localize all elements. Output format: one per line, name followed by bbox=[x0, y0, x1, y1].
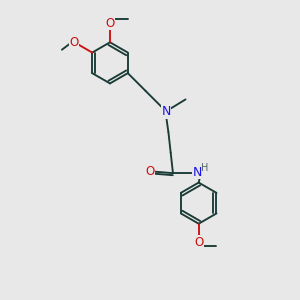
Text: O: O bbox=[105, 16, 115, 30]
Text: O: O bbox=[69, 36, 79, 49]
Text: O: O bbox=[146, 165, 155, 178]
Text: N: N bbox=[193, 166, 202, 179]
Text: H: H bbox=[201, 163, 208, 173]
Text: O: O bbox=[194, 236, 203, 249]
Text: N: N bbox=[161, 105, 171, 118]
